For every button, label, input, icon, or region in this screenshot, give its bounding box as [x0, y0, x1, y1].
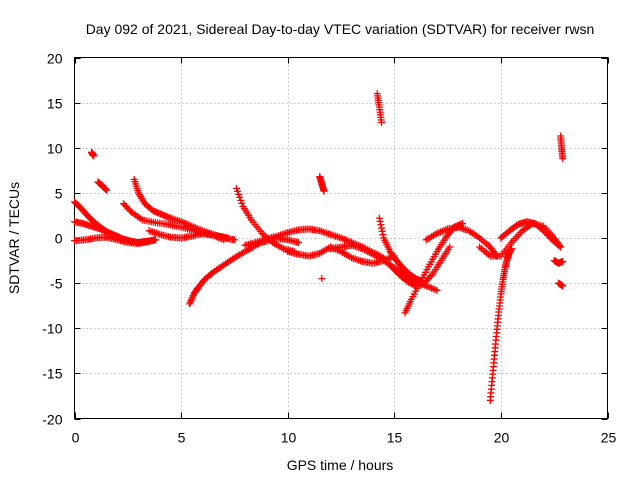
axis-ticks: 0 5 10 15 20 25 20 15 10 5 0 -5 -10 -15 -20: [42, 51, 616, 446]
x-axis-label: GPS time / hours: [287, 457, 394, 473]
data-point: [556, 242, 564, 250]
series-arc25: [550, 257, 567, 267]
data-point: [427, 272, 435, 280]
data-point: [294, 239, 302, 247]
chart-title: Day 092 of 2021, Sidereal Day-to-day VTE…: [86, 21, 595, 37]
data-point: [559, 282, 567, 290]
data-point: [433, 286, 441, 294]
x-tick-label: 0: [72, 430, 80, 446]
series-arc20: [422, 223, 501, 260]
series-arc23: [476, 220, 565, 260]
data-point: [186, 300, 194, 308]
data-point: [377, 221, 385, 229]
y-tick-label: -10: [42, 321, 62, 337]
y-tick-label: -15: [42, 366, 62, 382]
data-point: [320, 187, 328, 195]
data-point: [102, 185, 110, 193]
data-point: [234, 187, 242, 195]
data-point: [238, 199, 246, 207]
data-point: [376, 217, 384, 225]
series-arc5: [94, 178, 110, 194]
series-arc26: [554, 279, 567, 290]
series-arc17: [375, 214, 426, 285]
data-point: [220, 236, 228, 244]
series-arc4: [88, 148, 98, 160]
series-arc16: [373, 90, 386, 126]
series-arc21: [486, 245, 516, 404]
data-point: [186, 298, 194, 306]
data-point: [378, 227, 386, 235]
series-arc10: [233, 184, 298, 256]
data-point: [152, 236, 160, 244]
y-tick-label: 20: [47, 51, 63, 67]
series-arc6: [130, 175, 238, 244]
data-point: [446, 243, 454, 251]
data-point: [90, 152, 98, 160]
x-tick-label: 5: [178, 430, 186, 446]
y-tick-label: 10: [47, 141, 63, 157]
data-point: [101, 185, 109, 193]
data-point: [188, 293, 196, 301]
data-point: [224, 234, 232, 242]
data-point: [378, 224, 386, 232]
data-point: [459, 220, 467, 228]
data-point: [145, 238, 153, 246]
series-arc14: [318, 275, 326, 283]
x-tick-label: 10: [281, 430, 297, 446]
data-point: [557, 243, 565, 251]
data-point: [237, 196, 245, 204]
data-point: [375, 214, 383, 222]
data-point: [230, 236, 238, 244]
data-point: [236, 193, 244, 201]
x-tick-label: 20: [494, 430, 510, 446]
data-point: [559, 155, 567, 163]
series-arc3: [71, 233, 153, 247]
data-point: [102, 186, 110, 194]
series-arc24: [557, 132, 567, 163]
y-tick-label: -5: [50, 276, 63, 292]
series-arc15: [326, 241, 441, 294]
data-points: [71, 90, 567, 404]
x-tick-label: 15: [387, 430, 403, 446]
series-arc8: [145, 227, 228, 244]
data-point: [187, 297, 195, 305]
data-point: [559, 257, 567, 265]
series-arc19: [386, 243, 454, 290]
y-axis-label: SDTVAR / TECUs: [6, 182, 22, 294]
y-tick-label: -20: [42, 412, 62, 428]
data-point: [379, 231, 387, 239]
data-point: [188, 295, 196, 303]
data-point: [318, 275, 326, 283]
data-point: [233, 184, 241, 192]
y-tick-label: 0: [55, 231, 63, 247]
data-point: [378, 118, 386, 126]
x-tick-label: 25: [601, 430, 617, 446]
y-tick-label: 5: [55, 186, 63, 202]
series-arc13: [316, 173, 328, 195]
y-tick-label: 15: [47, 96, 63, 112]
data-point: [235, 190, 243, 198]
